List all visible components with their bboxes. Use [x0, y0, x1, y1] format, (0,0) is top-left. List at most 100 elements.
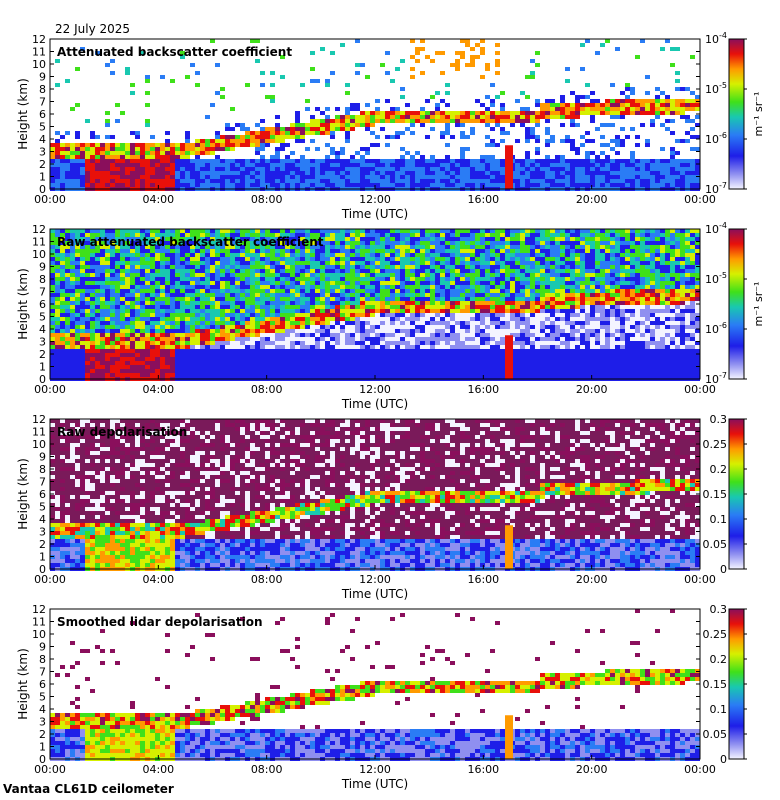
x-tick-label: 04:00 — [142, 383, 174, 396]
y-tick-label: 8 — [39, 463, 46, 476]
y-tick-label: 9 — [39, 261, 46, 274]
x-tick-label: 08:00 — [251, 193, 283, 206]
x-tick-label: 20:00 — [576, 763, 608, 776]
date-label: 22 July 2025 — [55, 22, 130, 36]
heatmap-cells — [50, 229, 700, 381]
colorbar-tick-label: 10-7 — [705, 181, 727, 196]
y-tick-label: 2 — [39, 538, 46, 551]
colorbar-tick-label: 10-7 — [705, 371, 727, 386]
x-axis-label: Time (UTC) — [341, 777, 408, 791]
y-tick-label: 2 — [39, 158, 46, 171]
y-tick-label: 0 — [39, 753, 46, 766]
colorbar-tick-label: 0.2 — [710, 653, 728, 666]
y-tick-label: 2 — [39, 728, 46, 741]
y-tick-label: 3 — [39, 716, 46, 729]
x-tick-label: 04:00 — [142, 763, 174, 776]
y-tick-label: 11 — [32, 426, 46, 439]
x-tick-label: 16:00 — [467, 383, 499, 396]
y-tick-label: 4 — [39, 703, 46, 716]
x-tick-label: 12:00 — [359, 763, 391, 776]
x-tick-label: 12:00 — [359, 193, 391, 206]
y-tick-label: 5 — [39, 121, 46, 134]
y-tick-label: 2 — [39, 348, 46, 361]
x-tick-label: 00:00 — [34, 763, 66, 776]
x-tick-label: 16:00 — [467, 573, 499, 586]
y-tick-label: 3 — [39, 146, 46, 159]
rain-streak — [505, 525, 513, 569]
colorbar-tick-label: 0.25 — [703, 628, 728, 641]
x-axis-label: Time (UTC) — [341, 207, 408, 221]
colorbar-tick-label: 0.05 — [703, 728, 728, 741]
y-tick-label: 4 — [39, 133, 46, 146]
y-axis-label: Height (km) — [16, 648, 30, 719]
y-tick-label: 6 — [39, 488, 46, 501]
y-tick-label: 0 — [39, 563, 46, 576]
y-tick-label: 11 — [32, 46, 46, 59]
y-tick-label: 10 — [32, 438, 46, 451]
colorbar-tick-label: 0.3 — [710, 413, 728, 426]
colorbar-tick-label: 10-4 — [705, 221, 727, 236]
x-tick-label: 12:00 — [359, 573, 391, 586]
y-tick-label: 11 — [32, 236, 46, 249]
x-tick-label: 20:00 — [576, 573, 608, 586]
y-tick-label: 1 — [39, 741, 46, 754]
colorbar — [728, 228, 745, 380]
y-tick-label: 5 — [39, 691, 46, 704]
x-axis-label: Time (UTC) — [341, 397, 408, 411]
y-tick-label: 6 — [39, 108, 46, 121]
y-tick-label: 8 — [39, 273, 46, 286]
y-axis-label: Height (km) — [16, 458, 30, 529]
x-tick-label: 08:00 — [251, 763, 283, 776]
footer-label: Vantaa CL61D ceilometer — [3, 782, 174, 796]
y-tick-label: 7 — [39, 96, 46, 109]
colorbar-tick-label: 0 — [720, 753, 727, 766]
y-tick-label: 9 — [39, 71, 46, 84]
x-tick-label: 00:00 — [684, 573, 716, 586]
x-tick-label: 12:00 — [359, 383, 391, 396]
y-tick-label: 1 — [39, 551, 46, 564]
colorbar — [728, 418, 745, 570]
panel-title: Raw depolarisation — [57, 425, 187, 439]
colorbar — [728, 38, 745, 190]
y-tick-label: 12 — [32, 223, 46, 236]
y-tick-label: 7 — [39, 666, 46, 679]
y-tick-label: 7 — [39, 476, 46, 489]
y-tick-label: 9 — [39, 641, 46, 654]
rain-streak — [505, 145, 513, 189]
y-tick-label: 10 — [32, 248, 46, 261]
y-tick-label: 4 — [39, 513, 46, 526]
colorbar-unit: m⁻¹ sr⁻¹ — [752, 282, 765, 327]
x-tick-label: 20:00 — [576, 383, 608, 396]
x-tick-label: 16:00 — [467, 763, 499, 776]
colorbar-tick-label: 0.3 — [710, 603, 728, 616]
x-tick-label: 08:00 — [251, 573, 283, 586]
y-tick-label: 0 — [39, 183, 46, 196]
colorbar-tick-label: 10-5 — [705, 271, 727, 286]
y-tick-label: 11 — [32, 616, 46, 629]
x-tick-label: 04:00 — [142, 193, 174, 206]
y-tick-label: 6 — [39, 678, 46, 691]
y-tick-label: 8 — [39, 83, 46, 96]
y-tick-label: 0 — [39, 373, 46, 386]
colorbar-tick-label: 0.15 — [703, 678, 728, 691]
x-tick-label: 00:00 — [34, 383, 66, 396]
rain-streak — [505, 715, 513, 759]
x-tick-label: 20:00 — [576, 193, 608, 206]
y-tick-label: 6 — [39, 298, 46, 311]
y-tick-label: 12 — [32, 413, 46, 426]
x-tick-label: 00:00 — [684, 383, 716, 396]
y-tick-label: 5 — [39, 311, 46, 324]
colorbar-tick-label: 0.25 — [703, 438, 728, 451]
y-axis-label: Height (km) — [16, 268, 30, 339]
y-tick-label: 9 — [39, 451, 46, 464]
x-tick-label: 08:00 — [251, 383, 283, 396]
x-tick-label: 00:00 — [684, 193, 716, 206]
y-tick-label: 10 — [32, 58, 46, 71]
colorbar-tick-label: 10-6 — [705, 321, 727, 336]
y-tick-label: 3 — [39, 526, 46, 539]
heatmap-cells — [50, 419, 700, 571]
